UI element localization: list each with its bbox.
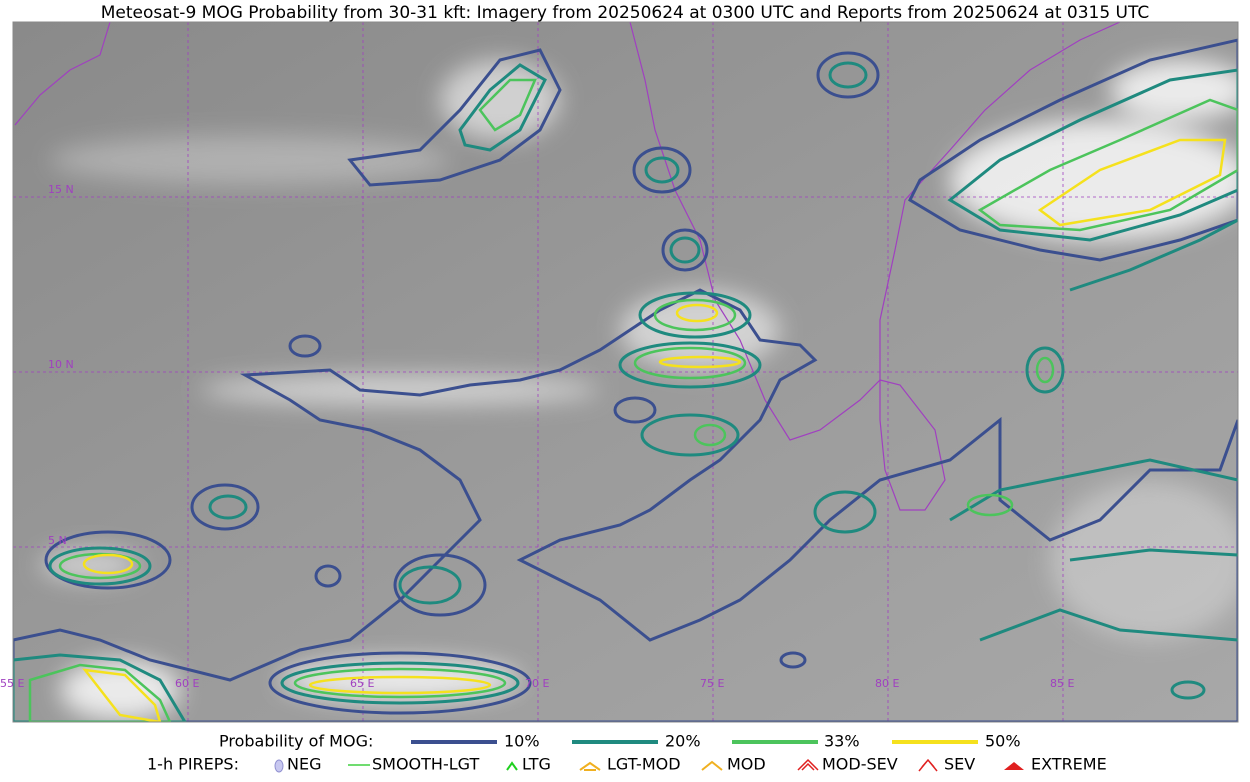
geo-labels: 55 E 60 E 65 E 70 E 75 E 80 E 85 E 15 N … (0, 183, 1074, 690)
lon-label: 55 E (0, 677, 24, 690)
lon-label: 80 E (875, 677, 899, 690)
lon-label: 60 E (175, 677, 199, 690)
icon-mod (701, 760, 723, 771)
lat-label: 10 N (48, 358, 74, 371)
icon-extreme (1004, 762, 1024, 770)
title: Meteosat-9 MOG Probability from 30-31 kf… (101, 3, 1150, 23)
legend-title: Probability of MOG: (219, 732, 373, 751)
legend-title: 1-h PIREPS: (147, 755, 239, 774)
lon-label: 85 E (1050, 677, 1074, 690)
lon-label: 65 E (350, 677, 374, 690)
legend-label: MOD (727, 755, 766, 774)
legend-label: NEG (287, 755, 321, 774)
icon-mod-sev (797, 758, 819, 771)
legend-label: SMOOTH-LGT (372, 755, 479, 774)
legend-label: 10% (504, 732, 540, 751)
lat-label: 15 N (48, 183, 74, 196)
legend-label: MOD-SEV (822, 755, 898, 774)
lon-label: 70 E (525, 677, 549, 690)
sri-lanka (879, 379, 946, 511)
contours (13, 38, 1238, 722)
icon-neg (274, 759, 284, 773)
icon-lgt-mod (579, 761, 601, 771)
legend-label: EXTREME (1031, 755, 1107, 774)
legend-label: 20% (665, 732, 701, 751)
pirep-legend: 1-h PIREPS: NEG SMOOTH-LGT LTG LGT-MOD M… (147, 755, 1107, 774)
map (13, 22, 1238, 722)
icon-sev (918, 758, 938, 772)
lat-label: 5 N (48, 534, 67, 547)
coastline (14, 22, 111, 126)
legend-label: 33% (824, 732, 860, 751)
icon-ltg (506, 761, 518, 771)
probability-legend: Probability of MOG: 10% 20% 33% 50% (219, 732, 1021, 751)
coastline (629, 22, 1121, 441)
legend-label: LTG (522, 755, 551, 774)
legend-label: LGT-MOD (607, 755, 681, 774)
legend-label: 50% (985, 732, 1021, 751)
lon-label: 75 E (700, 677, 724, 690)
map-border (12, 21, 1239, 723)
legend-label: SEV (944, 755, 975, 774)
